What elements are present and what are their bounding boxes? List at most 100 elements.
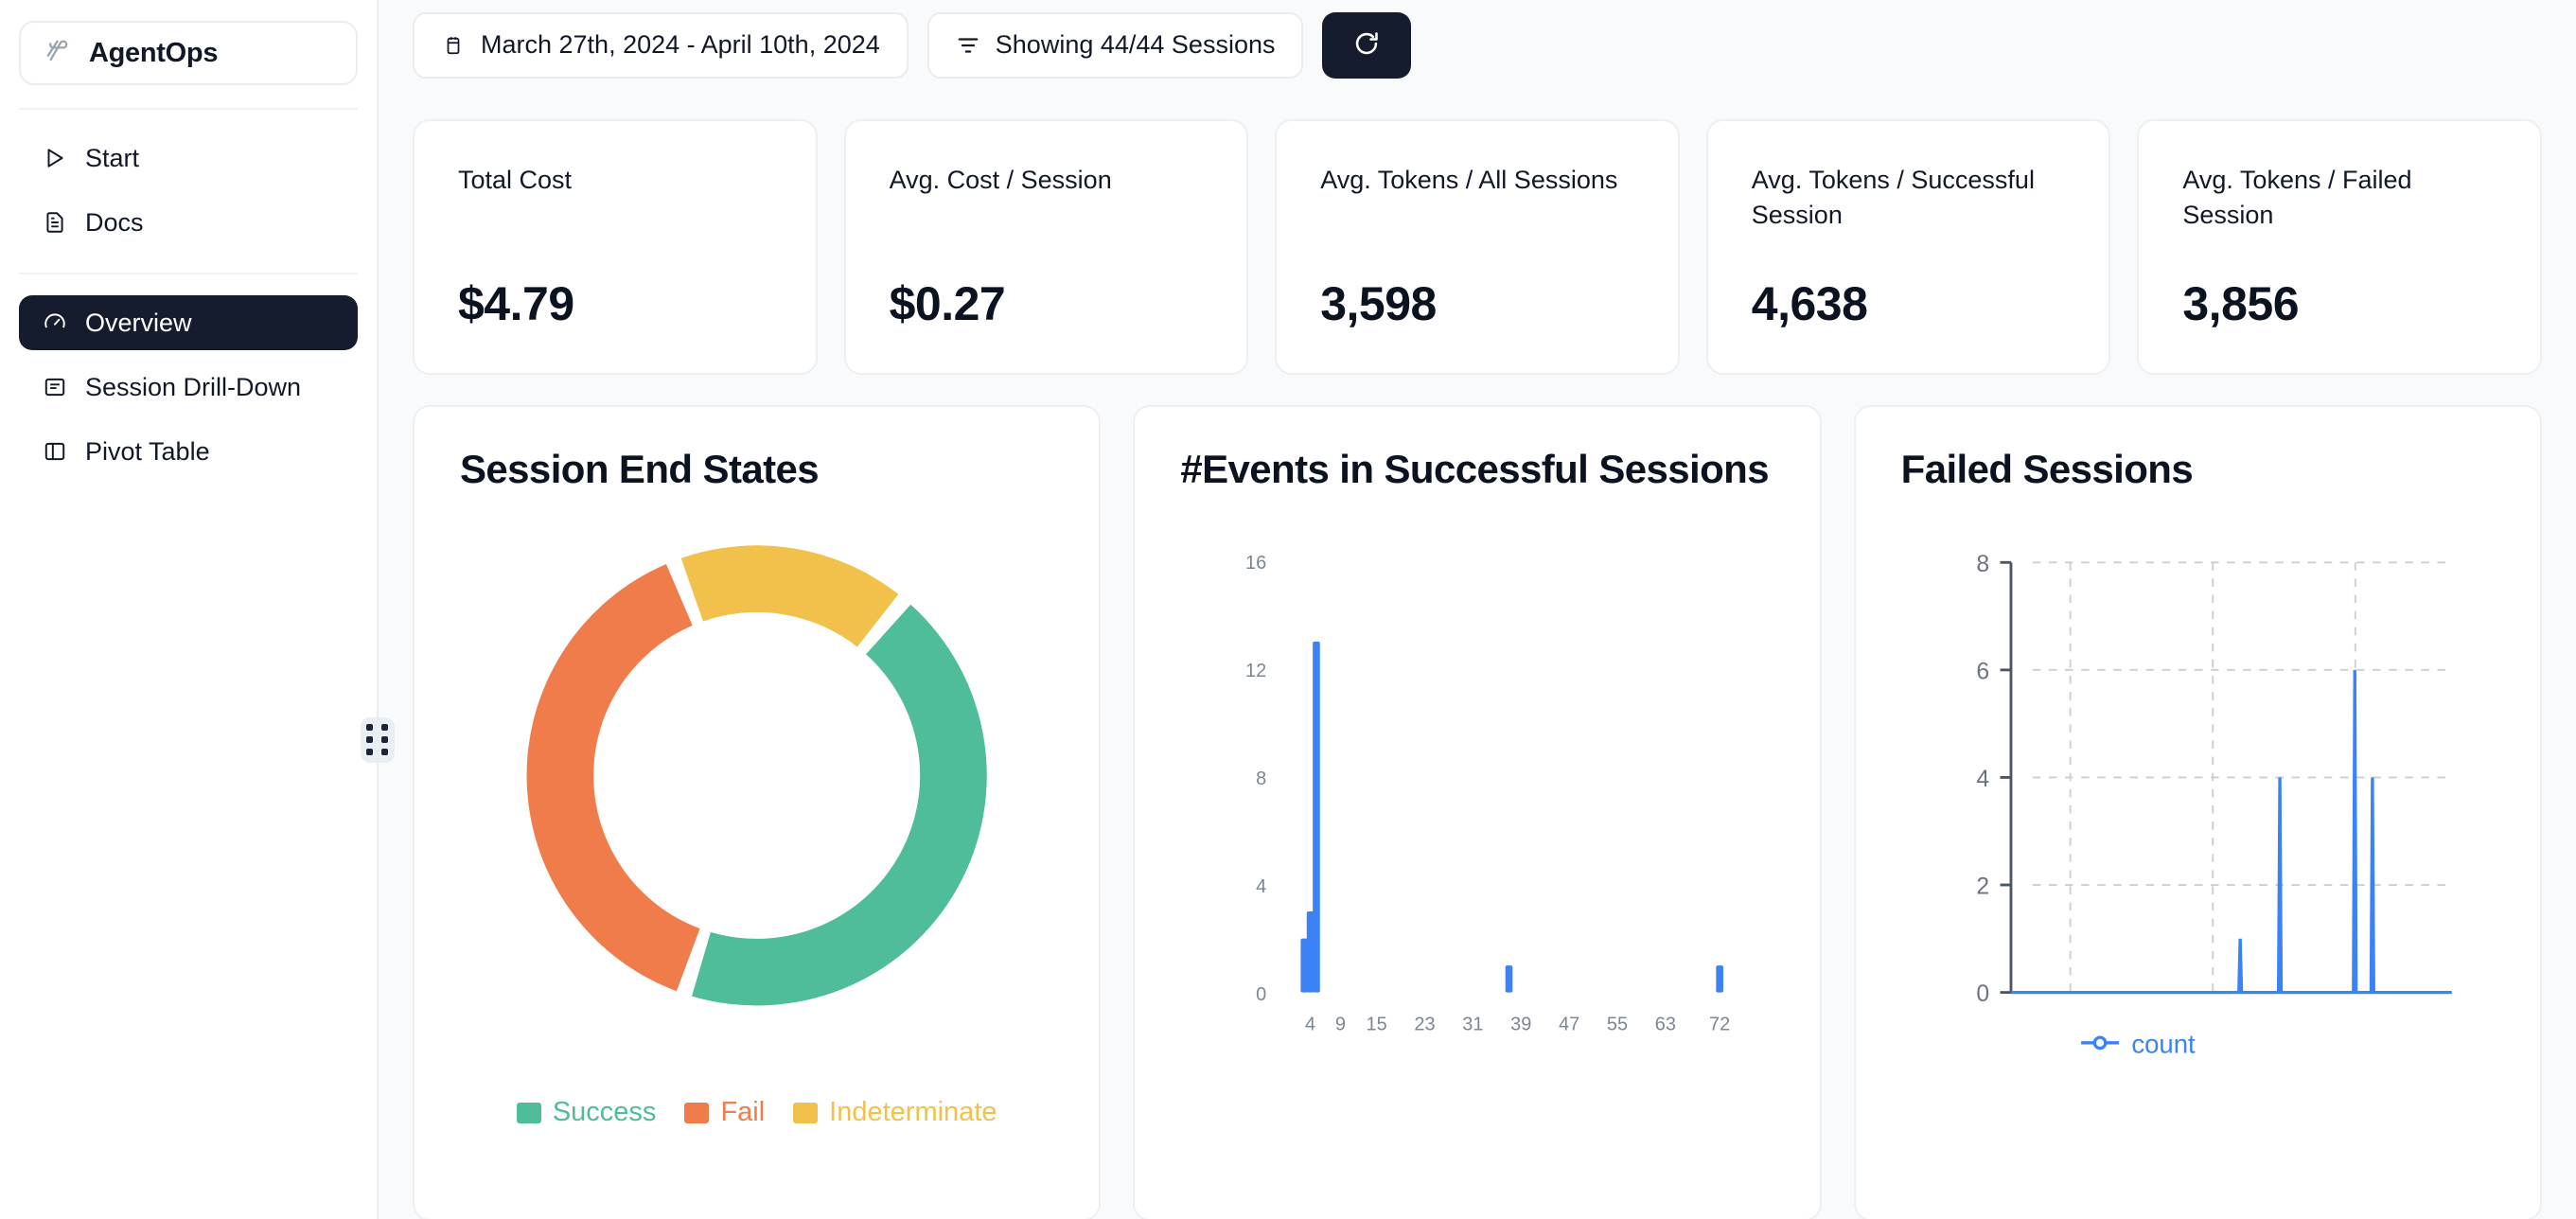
kpi-card-avg-cost-per-session: Avg. Cost / Session $0.27 — [843, 119, 1249, 375]
sidebar-item-overview[interactable]: Overview — [19, 295, 358, 350]
refresh-icon — [1350, 27, 1383, 62]
sidebar-item-session-drill-down[interactable]: Session Drill-Down — [19, 360, 358, 415]
sidebar-item-label: Start — [85, 143, 140, 172]
sidebar-group-primary: Start Docs — [19, 131, 358, 250]
kpi-card-avg-tokens-successful-session: Avg. Tokens / Successful Session 4,638 — [1705, 119, 2111, 375]
bar[interactable] — [1300, 938, 1309, 993]
legend-marker-icon — [2092, 1035, 2108, 1051]
kpi-card-total-cost: Total Cost $4.79 — [413, 119, 818, 375]
x-axis-tick: 4 — [1305, 1015, 1315, 1035]
donut-svg — [526, 545, 987, 1006]
kpi-value: 3,598 — [1320, 277, 1437, 330]
x-axis-tick: 23 — [1415, 1015, 1436, 1035]
kpi-label: Avg. Cost / Session — [889, 166, 1112, 194]
x-axis-tick: 39 — [1510, 1015, 1531, 1035]
sessions-filter-label: Showing 44/44 Sessions — [995, 30, 1276, 59]
grip-dots-icon — [366, 724, 389, 756]
brand-logo-button[interactable]: AgentOps — [19, 21, 358, 85]
donut-chart — [460, 491, 1053, 1154]
donut-legend: Success Fail Indeterminate — [415, 1097, 1099, 1128]
main-content: March 27th, 2024 - April 10th, 2024 Show… — [379, 0, 2576, 1219]
kpi-card-avg-tokens-failed-session: Avg. Tokens / Failed Session 3,856 — [2137, 119, 2542, 375]
sidebar-resize-handle[interactable] — [361, 717, 395, 763]
x-axis-tick: 63 — [1655, 1015, 1676, 1035]
refresh-button[interactable] — [1322, 11, 1412, 79]
sidebar-item-label: Pivot Table — [85, 436, 210, 466]
kpi-card-avg-tokens-all-sessions: Avg. Tokens / All Sessions 3,598 — [1275, 119, 1680, 375]
legend-item-fail[interactable]: Fail — [684, 1097, 765, 1128]
legend-label: Fail — [720, 1097, 766, 1127]
bar[interactable] — [1716, 965, 1724, 993]
kpi-value: 4,638 — [1751, 277, 1868, 330]
donut-segment-indeterminate[interactable] — [680, 545, 899, 647]
bar[interactable] — [1313, 641, 1321, 993]
x-axis-tick: 15 — [1367, 1015, 1387, 1035]
document-icon — [42, 209, 68, 236]
sidebar-group-secondary: Overview Session Drill-Down Pivot Table — [19, 295, 358, 479]
sidebar-item-label: Docs — [85, 207, 144, 237]
columns-icon — [42, 438, 68, 465]
y-axis-tick: 0 — [1256, 984, 1266, 1005]
date-range-label: March 27th, 2024 - April 10th, 2024 — [481, 30, 880, 59]
y-axis-tick: 8 — [1976, 552, 1989, 577]
donut-segment-success[interactable] — [692, 604, 987, 1006]
x-axis-tick: 72 — [1709, 1015, 1730, 1035]
y-axis-tick: 6 — [1976, 659, 1989, 684]
chart-title: Failed Sessions — [1900, 447, 2194, 491]
sessions-filter-button[interactable]: Showing 44/44 Sessions — [926, 11, 1304, 79]
toolbar: March 27th, 2024 - April 10th, 2024 Show… — [413, 0, 2542, 85]
kpi-row: Total Cost $4.79 Avg. Cost / Session $0.… — [413, 119, 2542, 375]
legend-swatch — [516, 1102, 541, 1123]
line-chart-svg: 0 2 4 6 8 count — [1976, 552, 2452, 1058]
sidebar-item-start[interactable]: Start — [19, 131, 358, 186]
y-axis-tick: 8 — [1256, 768, 1266, 789]
chart-card-events-in-successful-sessions: #Events in Successful Sessions 0 4 8 12 16 4 9… — [1133, 405, 1822, 1219]
kpi-label: Avg. Tokens / Successful Session — [1751, 166, 2035, 230]
y-axis-tick: 16 — [1245, 553, 1266, 574]
play-icon — [42, 145, 68, 171]
y-axis-tick: 12 — [1245, 661, 1266, 681]
x-axis-tick: 31 — [1463, 1015, 1484, 1035]
bar[interactable] — [1506, 965, 1513, 993]
calendar-icon — [441, 33, 466, 58]
legend-item-indeterminate[interactable]: Indeterminate — [793, 1097, 997, 1128]
legend-label: Indeterminate — [829, 1097, 997, 1127]
sidebar-divider-top — [19, 108, 358, 110]
legend-swatch — [793, 1102, 819, 1123]
legend-swatch — [684, 1102, 710, 1123]
kpi-value: $0.27 — [889, 277, 1006, 330]
sidebar-divider-bottom — [19, 273, 358, 274]
kpi-value: $4.79 — [458, 277, 574, 330]
agentops-logo-icon — [42, 37, 74, 69]
chart-row: Session End States Success Fail — [413, 405, 2542, 1219]
chart-card-session-end-states: Session End States Success Fail — [413, 405, 1102, 1219]
x-axis-tick: 47 — [1559, 1015, 1579, 1035]
kpi-label: Avg. Tokens / Failed Session — [2182, 166, 2412, 230]
legend-item-success[interactable]: Success — [516, 1097, 657, 1128]
line-series-count[interactable] — [2010, 669, 2452, 995]
gauge-icon — [42, 309, 68, 336]
filter-icon — [956, 33, 980, 58]
donut-segment-fail[interactable] — [526, 563, 700, 992]
brand-name: AgentOps — [89, 37, 219, 68]
chart-title: #Events in Successful Sessions — [1180, 447, 1769, 491]
legend-label: Success — [552, 1097, 657, 1127]
sidebar-item-label: Session Drill-Down — [85, 372, 302, 401]
legend-label: count — [2131, 1029, 2196, 1058]
sidebar-item-pivot-table[interactable]: Pivot Table — [19, 424, 358, 479]
y-axis-tick: 2 — [1976, 874, 1989, 900]
kpi-value: 3,856 — [2182, 277, 2299, 330]
y-axis-tick: 4 — [1256, 876, 1266, 897]
x-axis-tick: 55 — [1607, 1015, 1628, 1035]
sidebar-item-label: Overview — [85, 308, 192, 337]
y-axis-tick: 4 — [1976, 767, 1989, 792]
kpi-label: Avg. Tokens / All Sessions — [1320, 166, 1618, 194]
bar[interactable] — [1307, 911, 1314, 993]
x-axis-tick: 9 — [1335, 1015, 1346, 1035]
date-range-picker[interactable]: March 27th, 2024 - April 10th, 2024 — [413, 11, 909, 79]
list-panel-icon — [42, 374, 68, 400]
chart-title: Session End States — [460, 447, 820, 491]
sidebar-item-docs[interactable]: Docs — [19, 195, 358, 250]
